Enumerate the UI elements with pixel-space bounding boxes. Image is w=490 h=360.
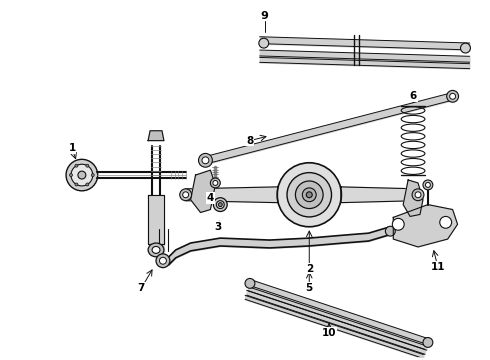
- Ellipse shape: [447, 90, 459, 102]
- Ellipse shape: [152, 247, 160, 253]
- Polygon shape: [341, 187, 418, 203]
- Ellipse shape: [302, 188, 316, 202]
- Ellipse shape: [440, 216, 452, 228]
- Ellipse shape: [70, 174, 73, 176]
- Ellipse shape: [450, 93, 456, 99]
- Text: 2: 2: [306, 264, 313, 274]
- Ellipse shape: [75, 183, 78, 186]
- Ellipse shape: [425, 183, 430, 188]
- Ellipse shape: [423, 180, 433, 190]
- Text: 9: 9: [261, 10, 269, 21]
- Ellipse shape: [461, 43, 470, 53]
- Ellipse shape: [198, 153, 212, 167]
- Text: 7: 7: [138, 283, 145, 293]
- Ellipse shape: [148, 243, 164, 257]
- Text: 10: 10: [322, 328, 336, 338]
- Ellipse shape: [216, 201, 224, 208]
- Ellipse shape: [423, 338, 433, 347]
- Ellipse shape: [159, 257, 167, 264]
- Ellipse shape: [183, 192, 189, 198]
- Ellipse shape: [75, 164, 78, 167]
- Polygon shape: [148, 195, 164, 244]
- Ellipse shape: [78, 171, 86, 179]
- Ellipse shape: [295, 181, 323, 208]
- Ellipse shape: [213, 180, 218, 185]
- Text: 8: 8: [246, 136, 253, 145]
- Ellipse shape: [245, 278, 255, 288]
- Text: 6: 6: [410, 91, 416, 101]
- Ellipse shape: [213, 198, 227, 212]
- Ellipse shape: [71, 164, 93, 186]
- Ellipse shape: [91, 174, 94, 176]
- Text: 5: 5: [306, 283, 313, 293]
- Ellipse shape: [156, 254, 170, 267]
- Ellipse shape: [415, 192, 421, 198]
- Ellipse shape: [219, 203, 222, 207]
- Ellipse shape: [277, 163, 342, 227]
- Ellipse shape: [210, 178, 221, 188]
- Ellipse shape: [306, 192, 312, 198]
- Polygon shape: [393, 204, 458, 247]
- Ellipse shape: [180, 189, 192, 201]
- Ellipse shape: [86, 183, 89, 186]
- Ellipse shape: [86, 164, 89, 167]
- Polygon shape: [191, 170, 215, 212]
- Ellipse shape: [66, 159, 98, 191]
- Text: 3: 3: [215, 222, 222, 232]
- Polygon shape: [403, 180, 423, 216]
- Polygon shape: [186, 187, 278, 203]
- Ellipse shape: [287, 172, 332, 217]
- Ellipse shape: [202, 157, 209, 164]
- Polygon shape: [148, 131, 164, 141]
- Text: 4: 4: [207, 193, 214, 203]
- Text: 11: 11: [431, 262, 445, 272]
- Ellipse shape: [259, 38, 269, 48]
- Text: 1: 1: [69, 144, 75, 153]
- Ellipse shape: [392, 219, 404, 230]
- Ellipse shape: [386, 226, 395, 236]
- Ellipse shape: [412, 189, 424, 201]
